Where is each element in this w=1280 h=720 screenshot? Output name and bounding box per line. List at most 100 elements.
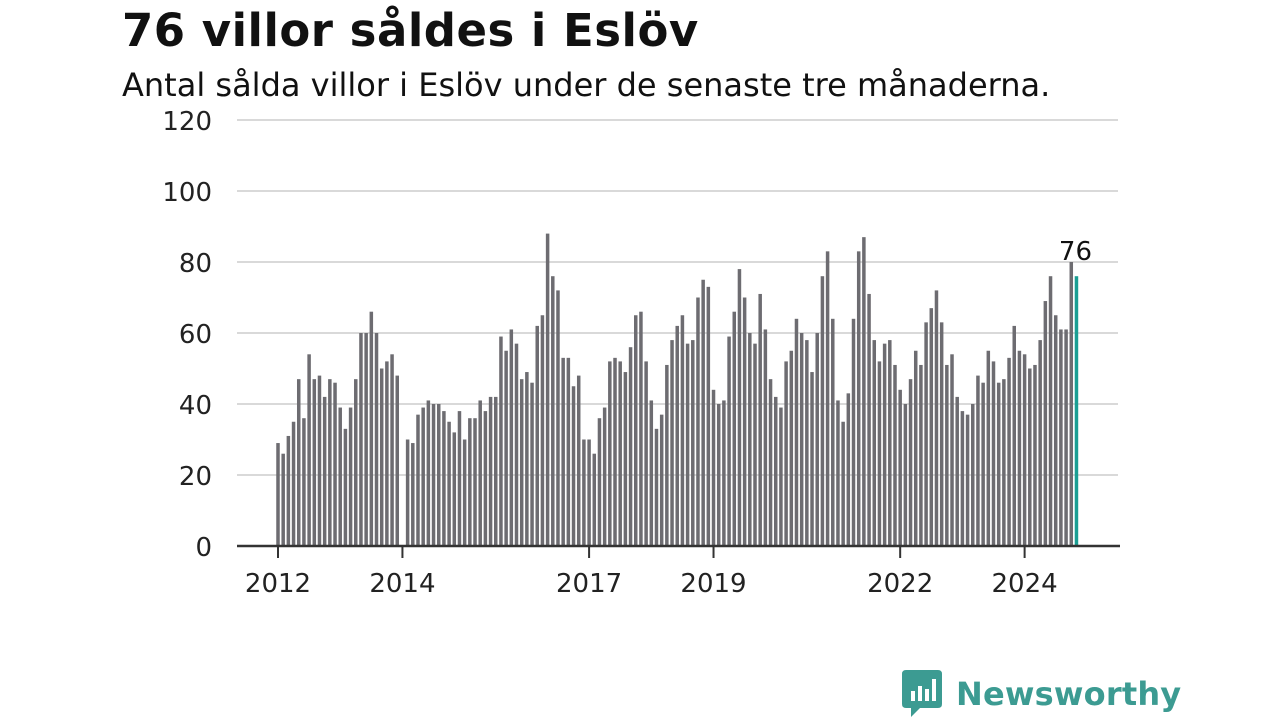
bar: [680, 315, 685, 546]
bar: [996, 382, 1001, 546]
bar: [374, 333, 379, 546]
bar: [431, 404, 436, 546]
bar: [587, 439, 591, 546]
bar: [716, 404, 721, 546]
bar: [582, 439, 586, 546]
bar: [1048, 276, 1053, 546]
bar: [882, 343, 887, 546]
bar: [576, 375, 581, 546]
bar: [333, 382, 337, 546]
bar-chart: 0 20 40 60 80 100 120 2012 2014 2017 2019 2022 2024…: [162, 107, 1120, 599]
bar: [872, 340, 877, 546]
bar: [711, 389, 716, 546]
bar: [784, 361, 788, 546]
bar: [898, 389, 902, 546]
bar: [291, 421, 296, 546]
y-axis-ticks: 0 20 40 60 80 100 120: [162, 107, 212, 563]
bar: [903, 404, 908, 546]
bar: [748, 333, 752, 546]
bar: [893, 364, 897, 546]
bar: [1053, 315, 1058, 546]
y-tick-label: 0: [195, 533, 212, 563]
bar: [514, 343, 519, 546]
bar: [608, 361, 612, 546]
bar: [338, 407, 342, 546]
bar: [1043, 301, 1048, 546]
bar: [551, 276, 555, 546]
bar: [462, 439, 467, 546]
bar: [535, 325, 539, 546]
bar: [794, 318, 799, 546]
x-axis: 2012 2014 2017 2019 2022 2024: [237, 544, 1120, 599]
bar: [307, 354, 311, 546]
bar: [742, 297, 747, 546]
bar: [1033, 364, 1037, 546]
bar: [473, 418, 477, 546]
bar: [919, 364, 923, 546]
bar: [1069, 262, 1074, 546]
bar: [825, 251, 830, 546]
highlight-data-label: 76: [1059, 237, 1092, 267]
bar: [950, 354, 954, 546]
bar: [322, 396, 327, 546]
bar: [939, 322, 944, 546]
bar: [447, 421, 451, 546]
bar: [1028, 368, 1032, 546]
bar: [623, 372, 628, 546]
brand-logo: Newsworthy: [902, 670, 1181, 718]
bar: [1007, 357, 1011, 546]
bar: [836, 400, 840, 546]
bar: [1017, 350, 1022, 546]
y-tick-label: 20: [179, 462, 212, 492]
bar: [1012, 325, 1016, 546]
brand-name: Newsworthy: [956, 675, 1182, 713]
bar: [779, 407, 783, 546]
bar: [369, 311, 374, 546]
bar: [566, 357, 571, 546]
bar: [478, 400, 482, 546]
bar: [302, 418, 306, 546]
bar: [851, 318, 856, 546]
bar: [862, 237, 866, 546]
bar: [597, 418, 602, 546]
bar: [955, 396, 959, 546]
bar: [644, 361, 648, 546]
bar: [468, 418, 472, 546]
bar: [965, 414, 970, 546]
bar: [613, 357, 617, 546]
bar: [421, 407, 425, 546]
bar: [359, 333, 363, 546]
bar: [815, 333, 819, 546]
bar: [436, 404, 441, 546]
bar: [634, 315, 638, 546]
bar: [618, 361, 622, 546]
bar: [509, 329, 514, 546]
x-tick-label: 2022: [867, 569, 933, 599]
bar: [571, 386, 576, 546]
y-tick-label: 80: [179, 249, 212, 279]
bar: [561, 357, 565, 546]
bar: [867, 293, 871, 546]
bar: [758, 293, 762, 546]
bar: [706, 286, 711, 546]
bar: [960, 411, 965, 546]
bar: [685, 343, 690, 546]
bar: [945, 364, 949, 546]
bar: [649, 400, 654, 546]
bar: [281, 453, 285, 546]
bar: [924, 322, 928, 546]
bar: [846, 393, 851, 546]
bar: [602, 407, 607, 546]
bar: [504, 350, 508, 546]
bar: [426, 400, 431, 546]
x-tick-label: 2017: [556, 569, 622, 599]
bar: [913, 350, 918, 546]
bar: [519, 379, 524, 546]
bar: [737, 269, 742, 546]
data-labels: 76: [1059, 237, 1092, 267]
bar: [929, 308, 934, 546]
x-tick-label: 2019: [680, 569, 746, 599]
y-tick-label: 40: [179, 391, 212, 421]
bar: [348, 407, 353, 546]
bar: [343, 428, 348, 546]
